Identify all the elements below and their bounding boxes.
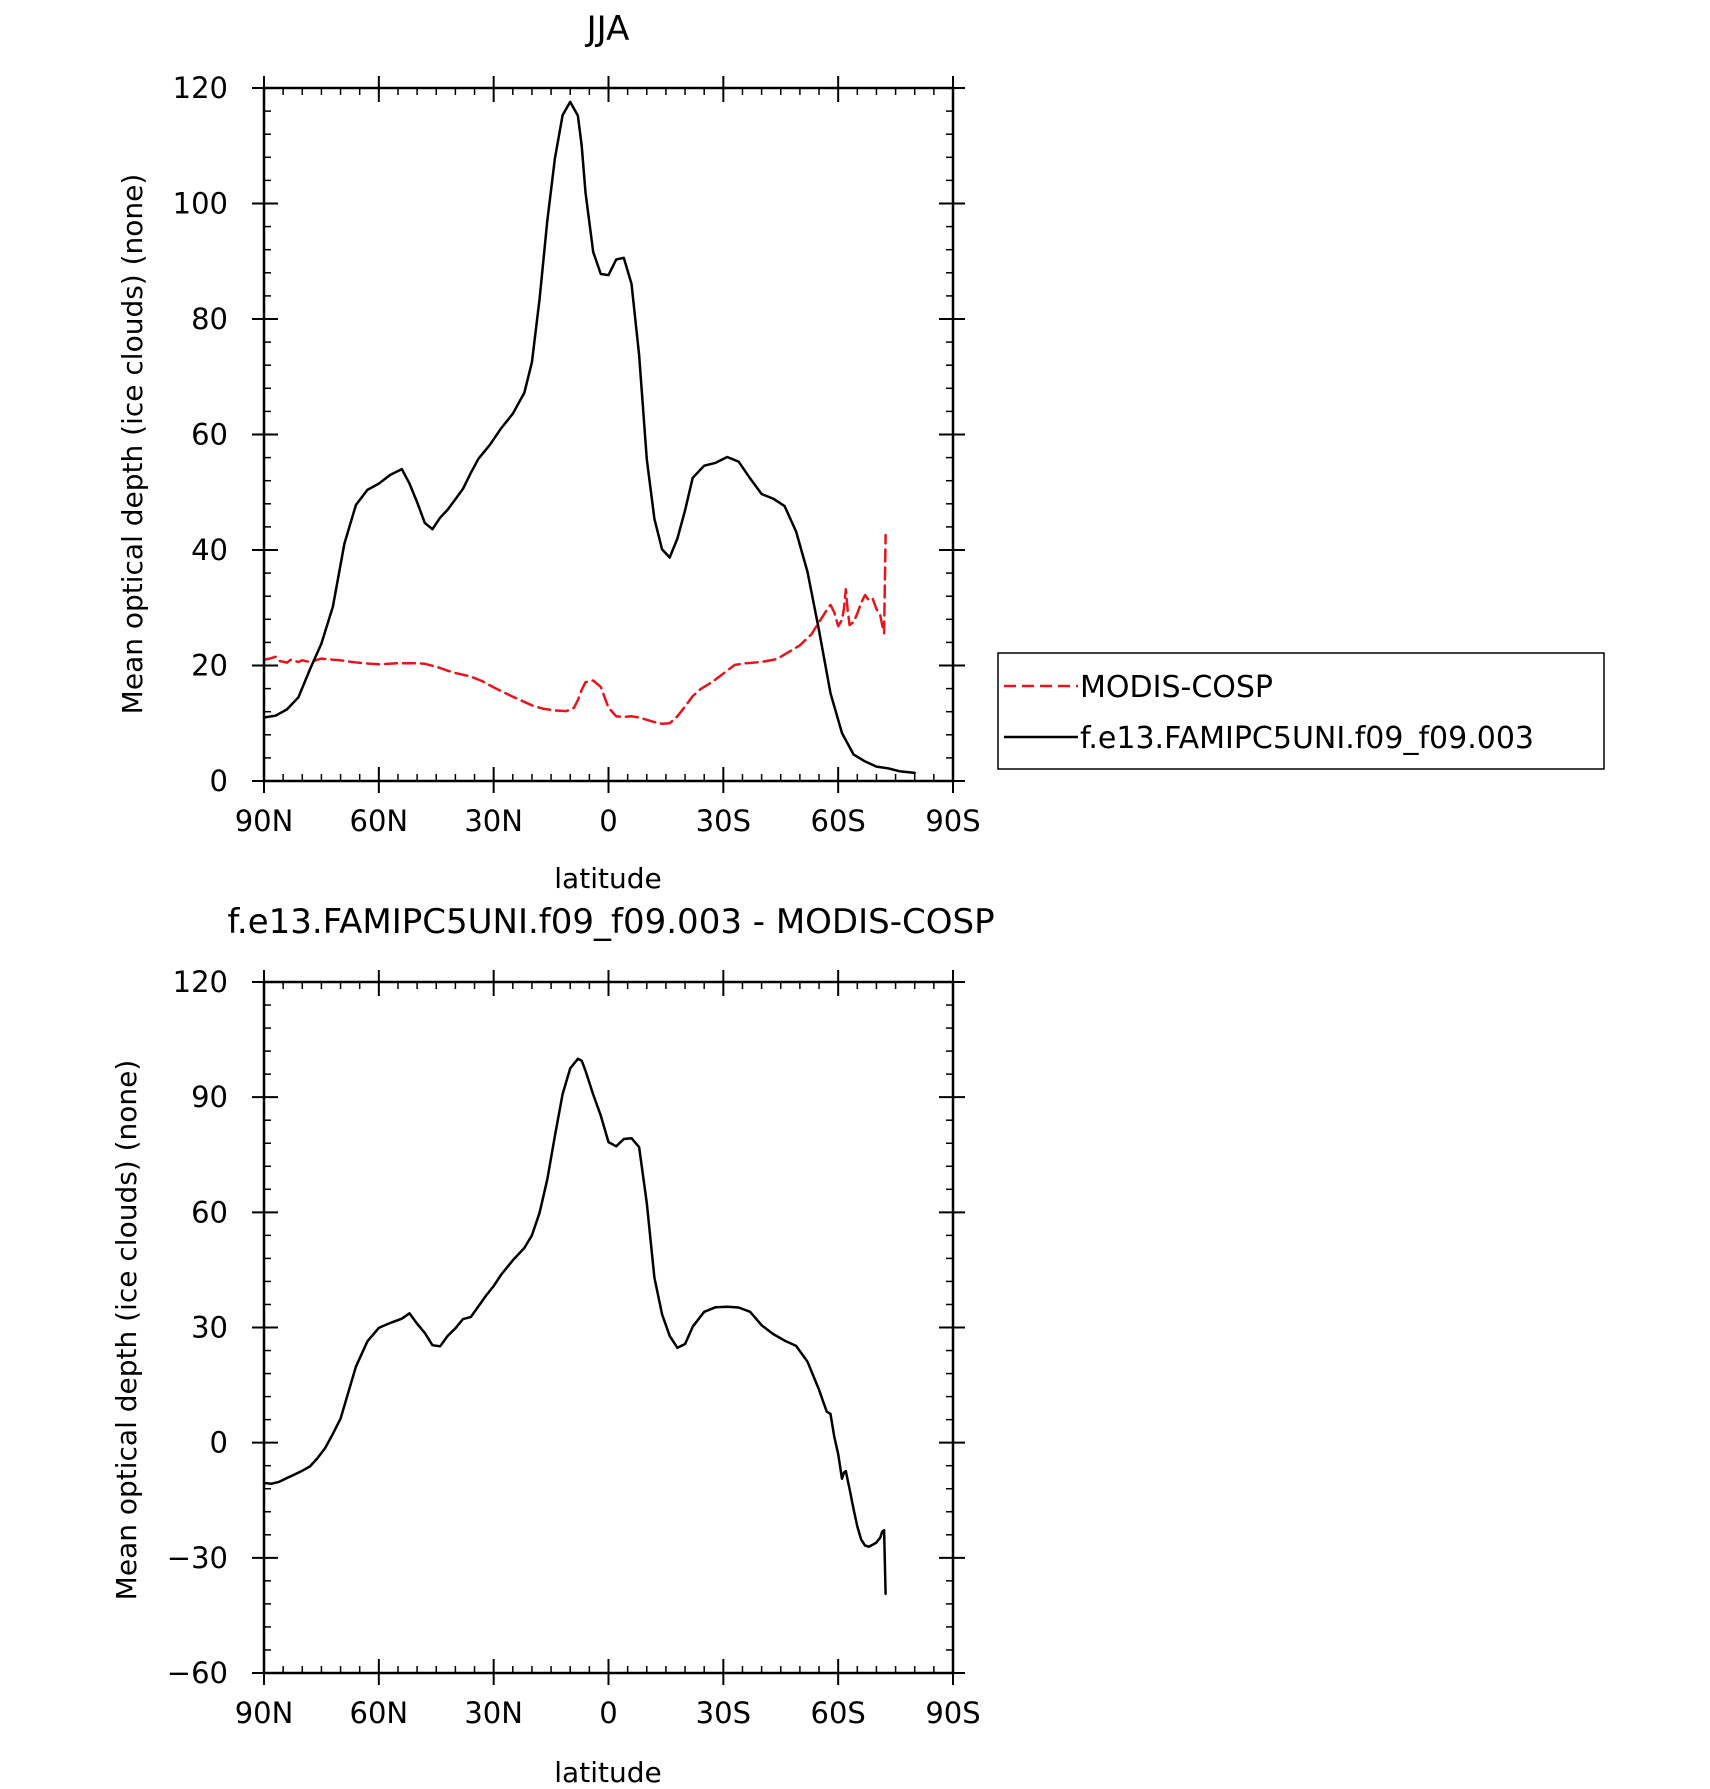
y-tick-label: 60 (191, 418, 228, 452)
y-tick-label: 100 (173, 187, 228, 221)
x-tick-label: 30S (696, 804, 751, 838)
y-tick-label: 0 (210, 764, 228, 798)
x-tick-label: 90S (925, 804, 980, 838)
x-tick-label: 30N (464, 1696, 523, 1730)
y-tick-label: 20 (191, 649, 228, 683)
bottom-panel-axes: 90N 60N 30N 0 30S 60S 90S −60 −30 0 30 60 90 120 (167, 965, 981, 1730)
x-tick-label: 60N (350, 1696, 409, 1730)
top-panel-y-axis-title: Mean optical depth (ice clouds) (none) (116, 174, 149, 715)
bottom-panel-x-axis-title: latitude (554, 1756, 661, 1789)
top-panel-x-axis-title: latitude (554, 862, 661, 895)
bottom-panel-frame (262, 980, 955, 1675)
x-tick-label: 60S (811, 804, 866, 838)
series-line-f-e13-famipc5uni-f09-f09-003 (262, 100, 916, 775)
y-tick-label: 30 (191, 1311, 228, 1345)
top-panel-frame (262, 86, 955, 783)
x-tick-label: 90N (235, 804, 294, 838)
y-tick-label: 0 (210, 1426, 228, 1460)
top-panel-title: JJA (585, 9, 630, 49)
top-panel-axes: 90N 60N 30N 0 30S 60S 90S 0 20 40 60 80 100 120 (173, 71, 981, 838)
legend: MODIS-COSP f.e13.FAMIPC5UNI.f09_f09.003 (997, 652, 1605, 770)
bottom-panel-series (262, 1057, 887, 1596)
y-tick-label: 40 (191, 533, 228, 567)
x-tick-label: 60N (350, 804, 409, 838)
x-tick-label: 30N (464, 804, 523, 838)
y-tick-label: 120 (173, 965, 228, 999)
top-panel: JJA Mean optical depth (ice clouds) (non… (116, 9, 981, 895)
x-tick-label: 60S (811, 1696, 866, 1730)
legend-box (997, 652, 1605, 770)
y-tick-label: 90 (191, 1080, 228, 1114)
bottom-panel-y-axis-title: Mean optical depth (ice clouds) (none) (110, 1060, 143, 1601)
bottom-panel: f.e13.FAMIPC5UNI.f09_f09.003 - MODIS-COS… (110, 902, 995, 1789)
x-tick-label: 90S (925, 1696, 980, 1730)
x-tick-label: 30S (696, 1696, 751, 1730)
x-tick-label: 0 (599, 1696, 617, 1730)
series-line-modis-cosp (262, 533, 887, 726)
y-tick-label: 60 (191, 1195, 228, 1229)
y-tick-label: 80 (191, 302, 228, 336)
series-line-f-e13-famipc5uni-f09-f09-003-modis-cosp (262, 1057, 887, 1596)
legend-label-modis-cosp: MODIS-COSP (1080, 670, 1273, 705)
y-tick-label: −30 (167, 1541, 228, 1575)
x-tick-label: 0 (599, 804, 617, 838)
y-tick-label: 120 (173, 71, 228, 105)
bottom-panel-title: f.e13.FAMIPC5UNI.f09_f09.003 - MODIS-COS… (227, 902, 994, 942)
legend-label-model: f.e13.FAMIPC5UNI.f09_f09.003 (1080, 721, 1534, 756)
y-tick-label: −60 (167, 1656, 228, 1690)
x-tick-label: 90N (235, 1696, 294, 1730)
top-panel-series (262, 100, 916, 775)
